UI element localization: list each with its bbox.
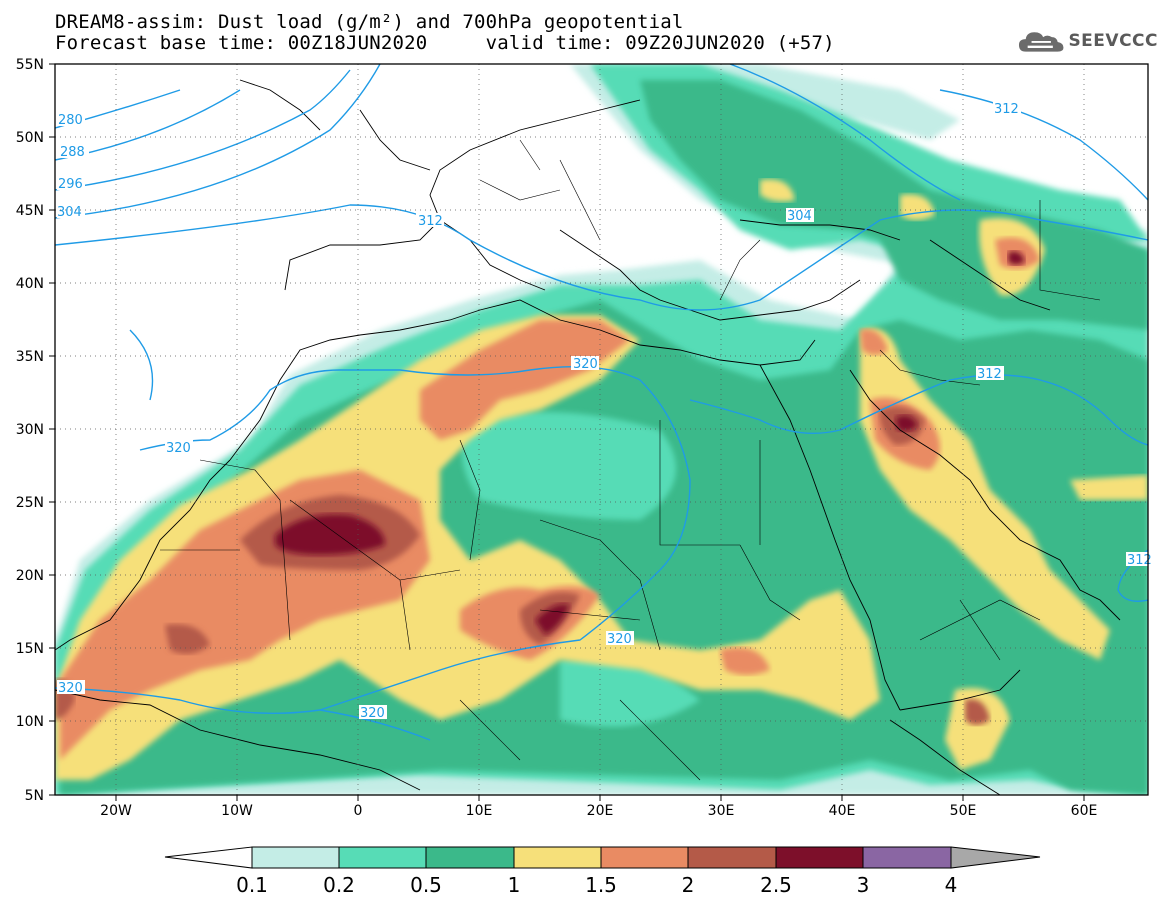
lon-label: 20W: [100, 803, 132, 819]
colorbar-labels: 0.1 0.2 0.5 1 1.5 2 2.5 3 4: [236, 873, 957, 897]
contour-label: 320: [58, 681, 83, 696]
colorbar-label: 3: [857, 873, 870, 897]
contour-label: 312: [994, 102, 1019, 117]
forecast-time: Forecast base time: 00Z18JUN2020 valid t…: [55, 32, 835, 54]
lat-label: 10N: [16, 714, 44, 730]
colorbar-swatch: [775, 846, 864, 869]
chart-title: DREAM8-assim: Dust load (g/m²) and 700hP…: [55, 11, 684, 33]
lat-label: 40N: [16, 276, 44, 292]
contour-label: 288: [60, 145, 85, 160]
dust-region-green: [60, 300, 1148, 795]
contour-labels: 280 288 296 304 312 320 312 304 312 320 …: [57, 101, 1152, 721]
colorbar-swatch: [687, 846, 777, 869]
lon-label: 30E: [708, 803, 735, 819]
contour-label: 296: [58, 177, 83, 192]
axis-ticks: [49, 63, 1085, 801]
lat-label: 20N: [16, 568, 44, 584]
contour-label: 320: [573, 357, 598, 372]
dust-region-mint: [55, 240, 1148, 795]
colorbar: [164, 846, 1041, 869]
map-frame: [54, 63, 1149, 796]
lon-label: 60E: [1071, 803, 1098, 819]
graticule: [55, 64, 1148, 795]
dust-region-orange: [60, 470, 430, 760]
latitude-labels: 55N 50N 45N 40N 35N 30N 25N 20N 15N 10N …: [16, 57, 44, 804]
lat-label: 50N: [16, 130, 44, 146]
colorbar-label: 4: [945, 873, 958, 897]
colorbar-max-arrow: [950, 846, 1041, 869]
contour-label: 312: [977, 367, 1002, 382]
contour-label: 320: [166, 441, 191, 456]
lat-label: 5N: [25, 788, 44, 804]
lat-label: 45N: [16, 203, 44, 219]
lon-label: 20E: [587, 803, 614, 819]
colorbar-label: 1.5: [585, 873, 617, 897]
lon-label: 10E: [466, 803, 493, 819]
contour-label: 312: [418, 214, 443, 229]
lat-label: 30N: [16, 422, 44, 438]
contour-label: 320: [360, 706, 385, 721]
colorbar-swatch: [513, 846, 602, 869]
contour-label: 320: [607, 632, 632, 647]
dust-region-brown: [240, 495, 420, 570]
logo-text: SEEVCCC: [1068, 31, 1158, 51]
lat-label: 25N: [16, 495, 44, 511]
longitude-labels: 20W 10W 0 10E 20E 30E 40E 50E 60E: [100, 803, 1097, 819]
colorbar-label: 2.5: [760, 873, 792, 897]
colorbar-label: 1: [508, 873, 521, 897]
colorbar-label: 0.2: [323, 873, 355, 897]
contour-label: 312: [1127, 553, 1152, 568]
colorbar-swatch: [862, 846, 952, 869]
colorbar-label: 2: [682, 873, 695, 897]
colorbar-min-arrow: [164, 846, 253, 869]
colorbar-swatch: [425, 846, 515, 869]
colorbar-swatch: [251, 846, 340, 869]
lon-label: 10W: [221, 803, 253, 819]
coastlines: [55, 79, 1121, 795]
contour-label: 304: [57, 205, 82, 220]
seevccc-logo: SEEVCCC: [1018, 27, 1158, 55]
colorbar-label: 0.1: [236, 873, 268, 897]
contour-label: 304: [787, 209, 812, 224]
dust-region-yellow: [55, 315, 880, 780]
lat-label: 35N: [16, 349, 44, 365]
dust-field: [55, 64, 1148, 795]
lon-label: 50E: [950, 803, 977, 819]
geopotential-contours: [55, 64, 1148, 741]
colorbar-label: 0.5: [410, 873, 442, 897]
lon-label: 0: [354, 803, 363, 819]
dust-region-maroon: [275, 514, 385, 555]
contour-label: 280: [58, 113, 83, 128]
dust-region-light: [55, 230, 1148, 795]
lat-label: 55N: [16, 57, 44, 73]
colorbar-swatch: [338, 846, 427, 869]
lon-label: 40E: [829, 803, 856, 819]
cloud-icon: [1018, 32, 1064, 52]
colorbar-swatch: [600, 846, 689, 869]
borders: [160, 139, 1101, 781]
lat-label: 15N: [16, 641, 44, 657]
